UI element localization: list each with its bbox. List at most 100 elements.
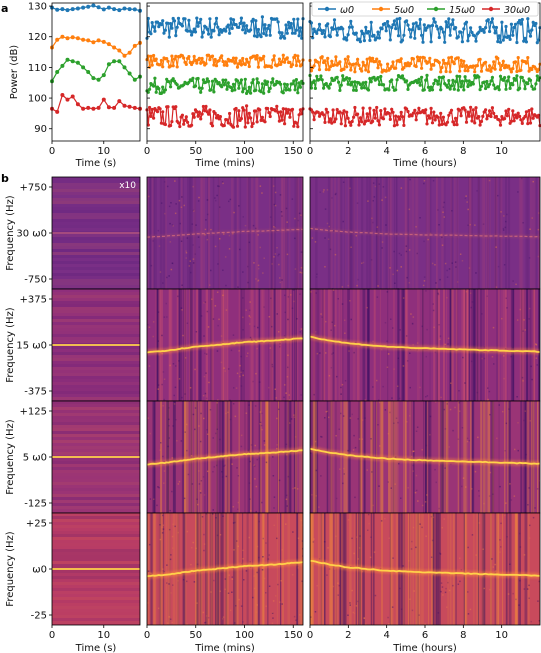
data-point [163,122,167,127]
noise-band [52,394,140,397]
noise-speckle [315,292,317,294]
data-point [379,63,383,67]
noise-speckle [315,495,317,497]
noise-speckle [149,498,152,500]
data-point [474,106,478,110]
noise-speckle [256,347,258,350]
noise-speckle [272,456,274,458]
data-point [429,106,433,110]
noise-streak [463,513,465,625]
data-point [338,88,342,92]
noise-speckle [214,305,217,307]
noise-speckle [444,467,446,469]
noise-streak [429,177,430,289]
data-point [207,79,211,83]
noise-streak [330,401,333,513]
noise-streak [524,513,528,625]
noise-speckle [448,268,451,270]
noise-streak [475,289,477,401]
noise-streak [469,177,471,289]
noise-speckle [156,504,158,507]
data-point [279,36,283,40]
data-point [469,105,473,109]
noise-speckle [409,415,411,417]
data-point [154,57,158,61]
noise-speckle [206,433,209,435]
noise-speckle [483,502,485,505]
noise-speckle [212,471,214,473]
noise-streak [485,401,488,513]
noise-speckle [169,558,172,561]
noise-speckle [444,428,447,430]
noise-streak [518,513,521,625]
data-point [394,114,398,118]
noise-streak [428,177,432,289]
noise-band [52,370,140,373]
noise-streak [302,177,303,289]
noise-speckle [216,350,219,352]
noise-speckle [188,265,191,267]
data-point [387,88,391,92]
data-point [294,78,298,82]
data-point [300,112,304,116]
data-point [268,86,272,90]
data-point [535,41,539,45]
noise-streak [286,177,288,289]
noise-speckle [380,348,383,351]
noise-speckle [489,471,492,474]
noise-speckle [273,226,275,228]
noise-speckle [279,342,281,345]
noise-speckle [220,335,223,337]
noise-speckle [256,545,259,548]
data-point [268,114,272,119]
noise-streak [161,289,163,401]
noise-streak [450,289,453,401]
data-point [294,28,298,32]
noise-speckle [381,199,383,201]
noise-speckle [424,623,426,625]
data-point [339,122,343,126]
noise-speckle [259,421,262,424]
data-point [186,29,190,33]
noise-speckle [319,352,321,354]
data-point [311,110,315,114]
noise-speckle [429,232,432,235]
y-tick-label: -25 [31,611,47,622]
noise-speckle [538,212,540,214]
data-point [159,58,163,63]
data-point [262,91,266,95]
data-point [238,21,242,26]
noise-band [52,397,140,400]
data-point [183,17,187,21]
noise-speckle [172,584,174,586]
noise-streak [445,401,448,513]
noise-streak [257,513,260,625]
noise-streak [181,401,185,513]
noise-band [52,207,140,210]
noise-streak [494,513,497,625]
noise-speckle [450,463,452,466]
data-point [386,62,390,66]
noise-speckle [495,570,497,572]
noise-speckle [178,480,181,483]
data-point [464,20,469,24]
noise-speckle [245,309,247,311]
data-point [283,122,287,126]
noise-speckle [293,414,295,416]
noise-band [52,195,140,198]
noise-speckle [392,273,394,276]
data-point [400,115,405,119]
noise-band [52,276,140,279]
data-point [437,61,441,65]
noise-speckle [285,498,288,501]
noise-speckle [254,405,257,407]
data-point [277,119,281,123]
noise-speckle [227,368,230,370]
noise-speckle [516,396,518,398]
noise-speckle [243,579,245,581]
noise-speckle [242,374,244,377]
spectrogram-image [147,401,303,513]
data-point [530,28,534,32]
spectrogram-1-1 [146,288,304,402]
data-point [411,22,415,26]
